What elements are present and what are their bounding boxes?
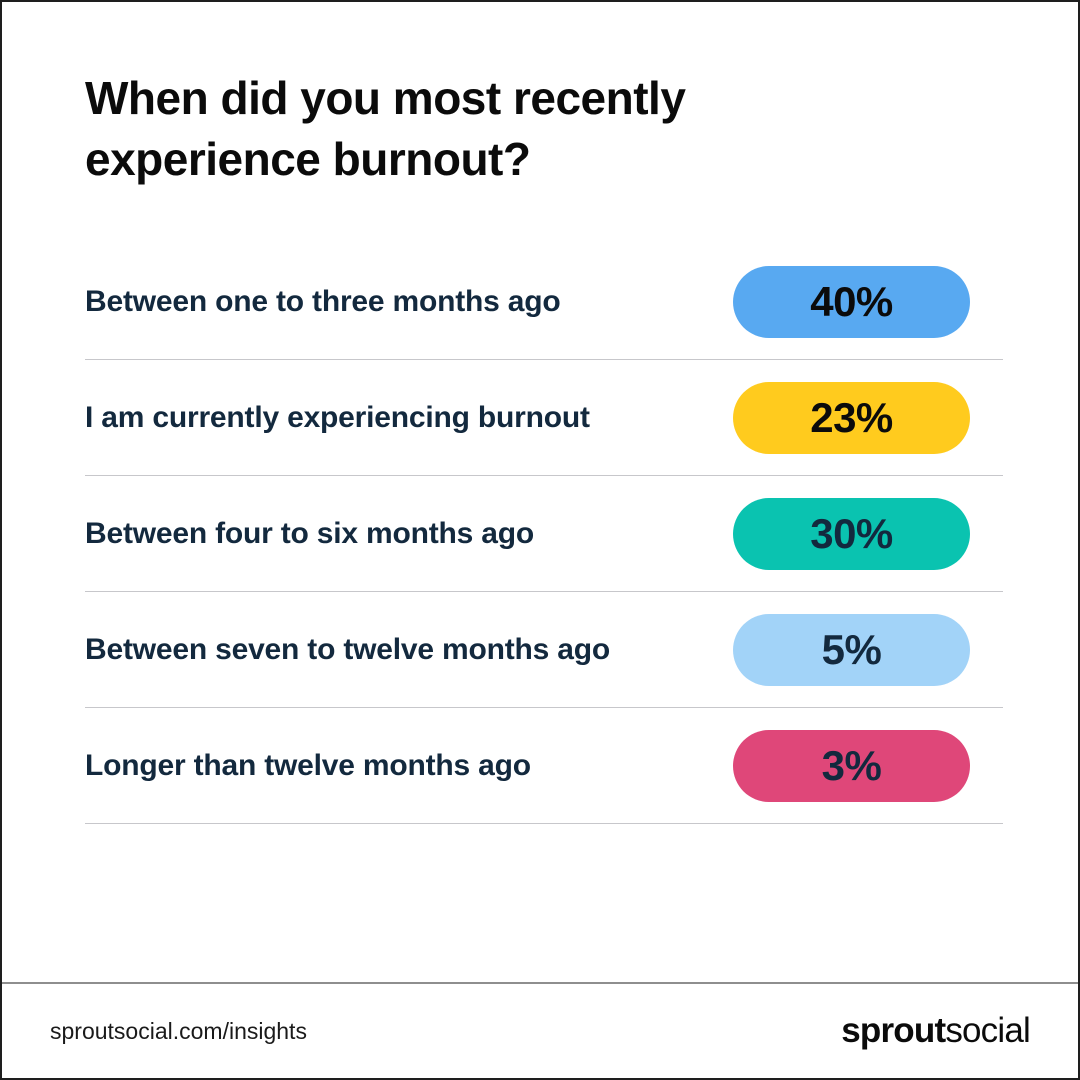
- row-label: I am currently experiencing burnout: [85, 400, 590, 434]
- row-label: Between seven to twelve months ago: [85, 632, 610, 666]
- value-pill: 30%: [733, 497, 970, 570]
- chart-row: Longer than twelve months ago 3%: [85, 708, 1003, 824]
- footer-url: sproutsocial.com/insights: [50, 1017, 307, 1044]
- value-pill: 3%: [733, 729, 970, 802]
- chart-rows: Between one to three months ago 40% I am…: [85, 244, 1003, 824]
- logo-sprout: sprout: [841, 1011, 946, 1050]
- chart-row: I am currently experiencing burnout 23%: [85, 360, 1003, 476]
- value-pill: 23%: [733, 381, 970, 454]
- row-label: Longer than twelve months ago: [85, 748, 531, 782]
- value-pill: 5%: [733, 613, 970, 686]
- chart-row: Between seven to twelve months ago 5%: [85, 592, 1003, 708]
- chart-title: When did you most recently experience bu…: [85, 72, 686, 185]
- value-pill: 40%: [733, 265, 970, 338]
- chart-row: Between one to three months ago 40%: [85, 244, 1003, 360]
- sproutsocial-logo: sproutsocial: [841, 1011, 1031, 1051]
- row-label: Between four to six months ago: [85, 516, 535, 550]
- logo-social: social: [945, 1011, 1030, 1050]
- footer: sproutsocial.com/insights sproutsocial: [2, 982, 1078, 1078]
- chart-row: Between four to six months ago 30%: [85, 476, 1003, 592]
- row-label: Between one to three months ago: [85, 284, 561, 318]
